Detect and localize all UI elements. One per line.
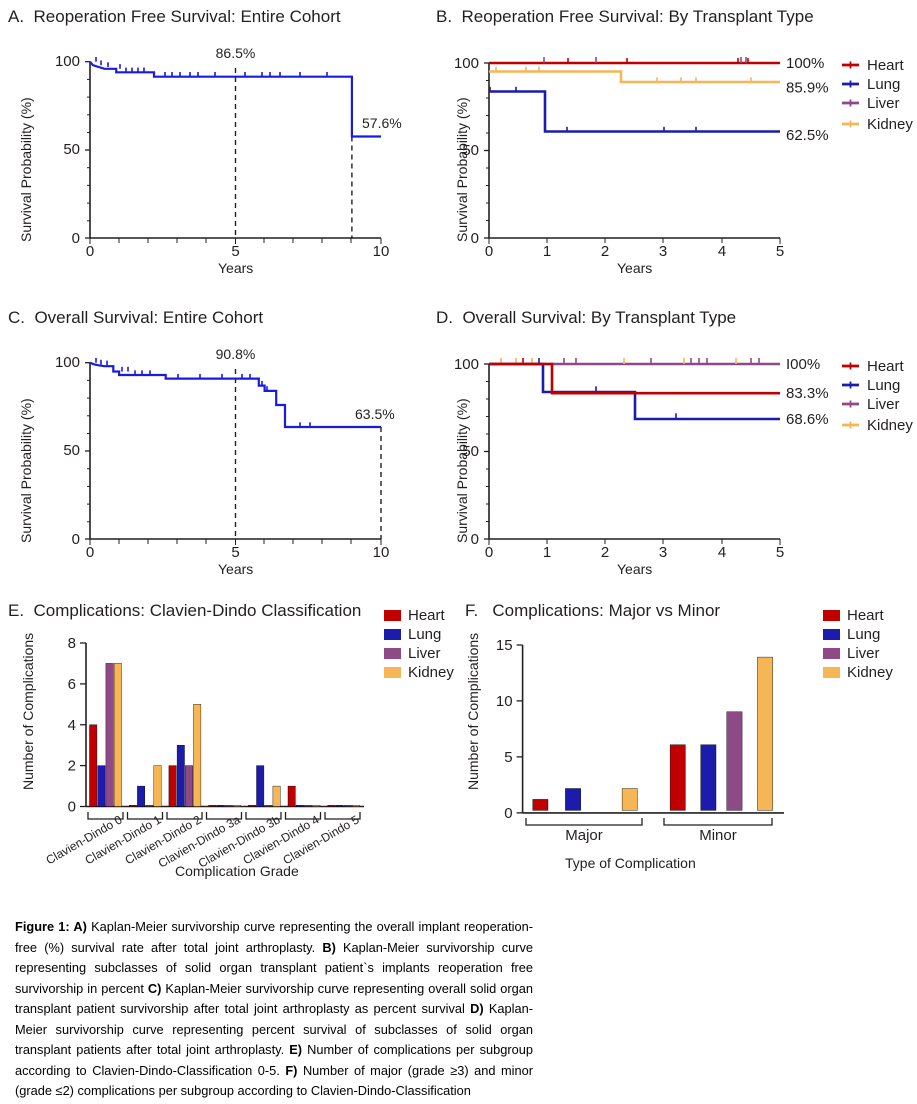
svg-text:5: 5: [231, 544, 239, 561]
svg-text:0: 0: [68, 799, 76, 816]
svg-text:Kidney: Kidney: [867, 116, 913, 133]
svg-text:Lung: Lung: [847, 626, 880, 643]
svg-text:1: 1: [543, 243, 551, 260]
svg-text:0: 0: [504, 805, 512, 822]
svg-text:86.5%: 86.5%: [216, 45, 256, 61]
svg-text:Minor: Minor: [699, 827, 737, 844]
svg-text:50: 50: [63, 141, 80, 158]
svg-text:2: 2: [601, 544, 609, 561]
svg-text:3: 3: [659, 544, 667, 561]
svg-text:10: 10: [373, 544, 390, 561]
svg-text:63.5%: 63.5%: [355, 406, 395, 422]
svg-text:Liver: Liver: [408, 645, 441, 662]
svg-text:Liver: Liver: [867, 95, 900, 112]
svg-text:Kidney: Kidney: [847, 664, 893, 681]
svg-text:10: 10: [496, 693, 513, 710]
svg-text:0: 0: [72, 531, 80, 548]
svg-text:5: 5: [776, 544, 784, 561]
svg-text:10: 10: [373, 243, 390, 260]
svg-text:100%: 100%: [786, 55, 824, 72]
svg-text:Heart: Heart: [867, 358, 905, 375]
svg-text:2: 2: [601, 243, 609, 260]
svg-text:50: 50: [63, 442, 80, 459]
svg-text:85.9%: 85.9%: [786, 80, 829, 97]
svg-text:2: 2: [68, 758, 76, 775]
svg-text:Kidney: Kidney: [867, 417, 913, 434]
svg-text:62.5%: 62.5%: [786, 127, 829, 144]
svg-text:100: 100: [454, 55, 479, 72]
svg-text:Heart: Heart: [867, 57, 905, 74]
svg-text:0: 0: [471, 230, 479, 247]
svg-text:6: 6: [68, 676, 76, 693]
svg-text:100: 100: [55, 53, 80, 70]
svg-text:Liver: Liver: [867, 396, 900, 413]
svg-text:Heart: Heart: [408, 610, 446, 624]
svg-text:Lung: Lung: [867, 76, 900, 93]
svg-text:0: 0: [86, 544, 94, 561]
svg-text:3: 3: [659, 243, 667, 260]
svg-text:I00%: I00%: [786, 356, 820, 373]
svg-text:0: 0: [485, 544, 493, 561]
svg-text:4: 4: [718, 544, 726, 561]
svg-text:83.3%: 83.3%: [786, 385, 829, 402]
svg-text:100: 100: [55, 354, 80, 371]
svg-text:57.6%: 57.6%: [362, 115, 402, 131]
svg-text:Heart: Heart: [847, 610, 885, 624]
svg-text:Lung: Lung: [867, 377, 900, 394]
svg-text:0: 0: [485, 243, 493, 260]
svg-text:5: 5: [231, 243, 239, 260]
svg-text:15: 15: [496, 637, 513, 654]
svg-text:1: 1: [543, 544, 551, 561]
svg-text:8: 8: [68, 635, 76, 652]
svg-text:Liver: Liver: [847, 645, 880, 662]
svg-text:5: 5: [504, 749, 512, 766]
svg-text:4: 4: [718, 243, 726, 260]
svg-text:Lung: Lung: [408, 626, 441, 643]
svg-text:0: 0: [471, 531, 479, 548]
svg-text:90.8%: 90.8%: [216, 346, 256, 362]
svg-text:68.6%: 68.6%: [786, 411, 829, 428]
svg-text:4: 4: [68, 717, 76, 734]
svg-text:Kidney: Kidney: [408, 664, 454, 681]
svg-text:5: 5: [776, 243, 784, 260]
svg-text:100: 100: [454, 356, 479, 373]
svg-text:0: 0: [72, 230, 80, 247]
svg-text:Major: Major: [565, 827, 603, 844]
svg-text:0: 0: [86, 243, 94, 260]
